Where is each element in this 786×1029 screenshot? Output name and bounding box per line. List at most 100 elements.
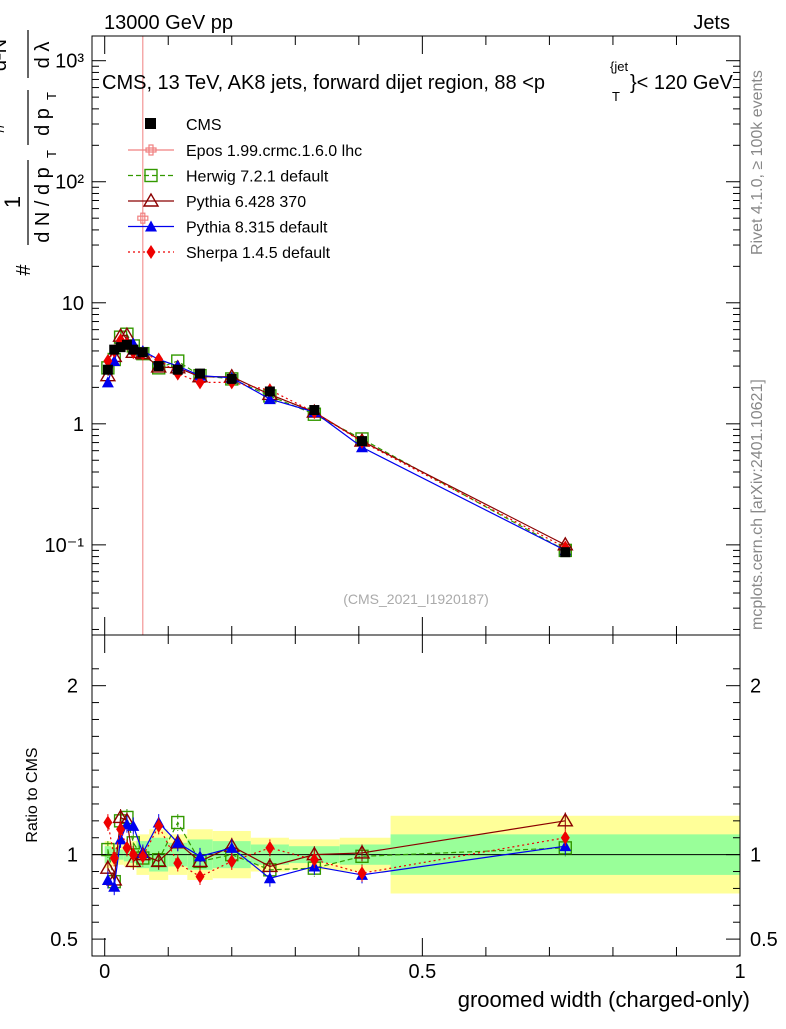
legend-entry-herwig: Herwig 7.2.1 default <box>128 169 329 186</box>
sherpa-point-0 <box>103 354 113 369</box>
sherpa-ratio-point-10 <box>265 840 275 855</box>
ratio-panel <box>91 634 741 957</box>
pythia6-ratio-point-12 <box>353 844 371 859</box>
ylabel-one: 1 <box>0 196 25 208</box>
epos-point <box>137 212 149 224</box>
mcplots-label: mcplots.cern.ch [arXiv:2401.10621] <box>749 379 766 630</box>
y-tick-label: 10 <box>62 293 84 315</box>
x-tick-label: 0 <box>99 961 110 983</box>
sherpa-ratio-point-1 <box>109 851 119 866</box>
ylabel-d2N: d²N <box>0 39 11 71</box>
legend-entry-pythia8: Pythia 8.315 default <box>128 220 328 237</box>
ratio-y-label: Ratio to CMS <box>24 747 41 842</box>
plot-title-end: }< 120 GeV <box>630 72 734 94</box>
x-tick-label: 1 <box>734 961 745 983</box>
rivet-label: Rivet 4.1.0, ≥ 100k events <box>749 70 766 255</box>
legend: CMS Epos 1.99.crmc.1.6.0 lhc Herwig 7.2.1… <box>128 117 362 262</box>
sherpa-ratio-line <box>107 822 566 878</box>
cms-point-12 <box>357 436 367 447</box>
legend-entry-sherpa: Sherpa 1.4.5 default <box>128 245 331 262</box>
legend-entry-pythia6: Pythia 6.428 370 <box>128 192 306 211</box>
pythia8-ratio-point-10 <box>263 872 276 884</box>
cms-point-7 <box>172 364 183 375</box>
ratio-y-tick-label-right: 1 <box>750 845 761 867</box>
pythia8-ratio-point-8 <box>194 850 206 862</box>
pythia6-ratio-point-6 <box>150 853 167 868</box>
y-tick-label: 1 <box>73 414 84 436</box>
pythia6-ratio-line <box>107 816 566 882</box>
pythia6-ratio-point-4 <box>125 853 142 868</box>
herwig-ratio-point-7 <box>171 815 185 830</box>
sherpa-ratio-point-2 <box>116 822 126 837</box>
plot-title-sup: {jet <box>610 59 628 74</box>
ratio-y-tick-label: 2 <box>67 676 78 698</box>
pythia6-ratio-point-13 <box>557 812 574 827</box>
ratio-y-tick-label: 1 <box>67 845 78 867</box>
plot-title-sub: T <box>612 89 620 104</box>
cms-point-11 <box>309 405 320 416</box>
plot-title: CMS, 13 TeV, AK8 jets, forward dijet reg… <box>102 59 734 104</box>
sherpa-point-8 <box>195 375 205 390</box>
sherpa-ratio-point-0 <box>103 815 113 830</box>
y-tick-label: 10⁻¹ <box>45 535 85 557</box>
y-axis-label: # 1 d N / d p T # d p T d²N d λ <box>0 30 59 276</box>
pythia8-ratio-point-9 <box>225 841 238 853</box>
cms-point-3 <box>121 339 132 350</box>
cms-point-9 <box>226 373 237 384</box>
sherpa-ratio-point-5 <box>138 849 148 864</box>
cms-point-2 <box>115 342 126 353</box>
ylabel-T2: T <box>44 92 59 100</box>
legend-label-sherpa: Sherpa 1.4.5 default <box>186 245 331 262</box>
pythia8-point-10 <box>263 393 276 405</box>
sherpa-ratio-point-11 <box>309 852 319 867</box>
legend-entry-cms: CMS <box>145 117 222 134</box>
analysis-id: (CMS_2021_I1920187) <box>343 591 489 607</box>
plot-title-main: CMS, 13 TeV, AK8 jets, forward dijet reg… <box>102 72 545 94</box>
x-axis-label: groomed width (charged-only) <box>458 987 750 1012</box>
pythia8-ratio-point-0 <box>101 873 114 885</box>
sherpa-ratio-point-7 <box>173 856 183 871</box>
legend-label-pythia6: Pythia 6.428 370 <box>186 194 306 211</box>
main-panel <box>91 35 741 636</box>
ratio-y-tick-label: 0.5 <box>50 929 78 951</box>
pythia8-point-1 <box>108 355 121 367</box>
ratio-y-tick-label-right: 2 <box>750 676 761 698</box>
ylabel-dN: d N / d p <box>32 167 54 243</box>
cms-point-5 <box>137 347 148 358</box>
ylabel-T1: T <box>44 150 59 158</box>
y-tick-label: 10³ <box>55 51 84 73</box>
ylabel-hash1: # <box>13 264 35 276</box>
cms-point-1 <box>109 344 120 355</box>
cms-point-13 <box>560 547 571 558</box>
cms-point-0 <box>102 364 113 375</box>
legend-entry-epos: Epos 1.99.crmc.1.6.0 lhc <box>128 143 362 160</box>
cms-point-4 <box>128 344 139 355</box>
cms-point-6 <box>153 361 164 372</box>
sherpa-ratio-point-12 <box>357 866 367 881</box>
sherpa-ratio-point-6 <box>154 818 164 833</box>
ylabel-hash2: # <box>0 122 9 134</box>
legend-label-herwig: Herwig 7.2.1 default <box>186 169 329 186</box>
ylabel-dlambda: d λ <box>32 42 54 69</box>
energy-label: 13000 GeV pp <box>104 12 233 34</box>
legend-label-pythia8: Pythia 8.315 default <box>186 220 328 237</box>
sherpa-ratio-point-9 <box>227 854 237 869</box>
ratio-frame <box>91 634 741 957</box>
sherpa-ratio-point-3 <box>122 840 132 855</box>
pythia8-ratio-point-1 <box>108 880 121 892</box>
pythia8-ratio-point-4 <box>127 819 140 831</box>
cms-point-10 <box>264 386 275 397</box>
legend-label-cms: CMS <box>186 117 222 134</box>
cms-point-8 <box>195 368 205 379</box>
sherpa-ratio-point-13 <box>560 830 570 845</box>
sherpa-ratio-point-4 <box>128 847 138 862</box>
category-label: Jets <box>693 12 730 34</box>
legend-label-epos: Epos 1.99.crmc.1.6.0 lhc <box>186 143 362 160</box>
pythia8-ratio-point-2 <box>114 833 127 845</box>
pythia8-ratio-point-7 <box>171 836 184 848</box>
ylabel-dpT: d p <box>32 108 54 136</box>
y-tick-label: 10² <box>55 172 84 194</box>
pythia8-point-0 <box>101 376 114 388</box>
x-tick-label: 0.5 <box>408 961 436 983</box>
